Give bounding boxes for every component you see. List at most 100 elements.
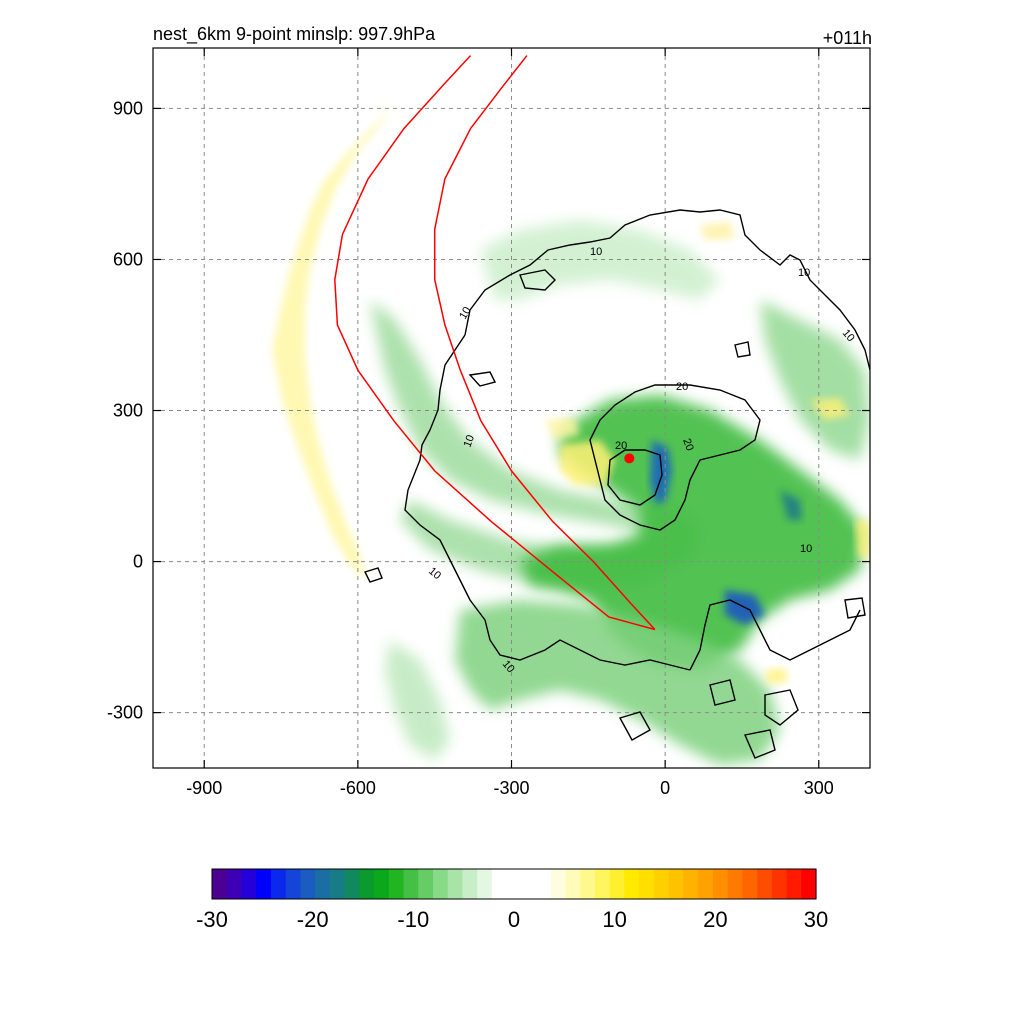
contour-small-4 bbox=[764, 689, 799, 726]
colorbar-swatch bbox=[285, 869, 301, 899]
y-tick-label: 300 bbox=[113, 401, 143, 421]
field-yellow-inner-1 bbox=[560, 440, 615, 485]
x-tick-label: 0 bbox=[660, 778, 670, 798]
colorbar-swatch bbox=[388, 869, 405, 899]
contour-label: 10 bbox=[800, 543, 812, 555]
field-green-right-edge bbox=[760, 300, 870, 460]
x-tick-label: -300 bbox=[493, 778, 529, 798]
field-green-outer-band bbox=[370, 300, 700, 590]
colorbar-swatch bbox=[565, 869, 581, 899]
colorbar-swatch bbox=[668, 869, 685, 899]
colorbar-swatch bbox=[462, 869, 478, 899]
contour-label: 20 bbox=[676, 381, 688, 393]
colorbar-swatch bbox=[801, 869, 817, 899]
contour-label: 10 bbox=[457, 305, 474, 322]
colorbar-swatch bbox=[506, 869, 522, 899]
grid-lines bbox=[153, 48, 870, 768]
colorbar-swatch bbox=[771, 869, 788, 899]
contour-small-6 bbox=[709, 679, 736, 706]
field-green-lower-band bbox=[455, 600, 780, 765]
y-tick-label: 0 bbox=[133, 552, 143, 572]
contour-small-3 bbox=[364, 567, 383, 583]
forecast-hour-label: +011h bbox=[823, 28, 872, 48]
contour-small-2 bbox=[468, 371, 497, 387]
contour-10-outer bbox=[464, 209, 870, 371]
contour-small-5 bbox=[744, 729, 776, 759]
field-green-left-lower bbox=[385, 640, 450, 760]
contour-label: 10 bbox=[798, 267, 810, 279]
colorbar-swatch bbox=[374, 869, 390, 899]
colorbar-swatch bbox=[491, 869, 508, 899]
y-tick-label: 900 bbox=[113, 98, 143, 118]
colorbar: -30 -20 -10 0 10 20 30 bbox=[196, 868, 828, 932]
colorbar-swatch bbox=[418, 869, 434, 899]
colorbar-tick-label: 0 bbox=[508, 907, 520, 932]
contour-20-inner bbox=[589, 384, 761, 531]
contour-label: 10 bbox=[462, 433, 477, 449]
field-yellow-right-2 bbox=[855, 520, 870, 560]
field-blue-core-1 bbox=[650, 440, 672, 505]
storm-center-marker bbox=[624, 453, 635, 464]
colorbar-swatch bbox=[683, 869, 699, 899]
colorbar-swatch bbox=[698, 869, 714, 899]
contour-10-lower bbox=[689, 599, 861, 671]
colorbar-swatch bbox=[315, 869, 331, 899]
contour-label: 20 bbox=[680, 437, 695, 453]
colorbar-swatch bbox=[477, 869, 493, 899]
colorbar-swatch bbox=[653, 869, 670, 899]
x-tick-label: 300 bbox=[804, 778, 834, 798]
colorbar-swatch bbox=[226, 869, 243, 899]
colorbar-swatch bbox=[786, 869, 802, 899]
colorbar-swatch bbox=[432, 869, 449, 899]
colorbar-swatch bbox=[727, 869, 743, 899]
colorbar-frame bbox=[211, 868, 817, 900]
colorbar-swatch bbox=[521, 869, 537, 899]
colorbar-swatch bbox=[212, 869, 228, 899]
track-line bbox=[433, 55, 656, 631]
colorbar-swatch bbox=[742, 869, 758, 899]
field-yellow-outer-band bbox=[272, 100, 395, 580]
colorbar-swatch bbox=[241, 869, 257, 899]
colorbar-swatch bbox=[536, 869, 552, 899]
colorbar-swatch bbox=[595, 869, 611, 899]
colorbar-swatch bbox=[757, 869, 773, 899]
field-yellow-lower-right bbox=[765, 668, 788, 684]
colorbar-swatch bbox=[609, 869, 626, 899]
field-yellow-top-right bbox=[700, 222, 735, 240]
x-tick-label: -900 bbox=[186, 778, 222, 798]
colorbar-tick-label: 10 bbox=[602, 907, 626, 932]
shaded-field bbox=[272, 100, 870, 765]
colorbar-tick-label: -30 bbox=[196, 907, 228, 932]
field-green-upper-arc bbox=[480, 220, 720, 300]
contour-small-7 bbox=[734, 341, 751, 358]
colorbar-tick-label: 30 bbox=[804, 907, 828, 932]
contour-small-1 bbox=[519, 269, 556, 291]
colorbar-swatch bbox=[270, 869, 287, 899]
colorbar-swatch bbox=[447, 869, 464, 899]
y-tick-label: -300 bbox=[107, 703, 143, 723]
field-blue-core-3 bbox=[780, 490, 802, 520]
colorbar-tick-label: -20 bbox=[297, 907, 329, 932]
contour-20-eye bbox=[607, 449, 663, 506]
contour-lines bbox=[364, 209, 870, 759]
colorbar-tick-label: -10 bbox=[397, 907, 429, 932]
track-lines bbox=[334, 55, 656, 631]
x-tick-label: -600 bbox=[340, 778, 376, 798]
track-line bbox=[334, 55, 656, 631]
colorbar-swatch bbox=[403, 869, 419, 899]
contour-10-left bbox=[404, 334, 691, 671]
field-yellow-right-1 bbox=[810, 398, 850, 420]
chart-title: nest_6km 9-point minslp: 997.9hPa bbox=[153, 24, 436, 45]
colorbar-swatch bbox=[639, 869, 655, 899]
contour-label: 10 bbox=[590, 246, 602, 258]
colorbar-swatch bbox=[359, 869, 375, 899]
colorbar-swatch bbox=[256, 869, 272, 899]
contour-small-8 bbox=[844, 597, 866, 619]
y-tick-label: 600 bbox=[113, 249, 143, 269]
colorbar-swatch bbox=[624, 869, 640, 899]
colorbar-swatch bbox=[712, 869, 729, 899]
contour-small-9 bbox=[618, 711, 651, 741]
colorbar-swatch bbox=[550, 869, 567, 899]
colorbar-swatch bbox=[344, 869, 360, 899]
